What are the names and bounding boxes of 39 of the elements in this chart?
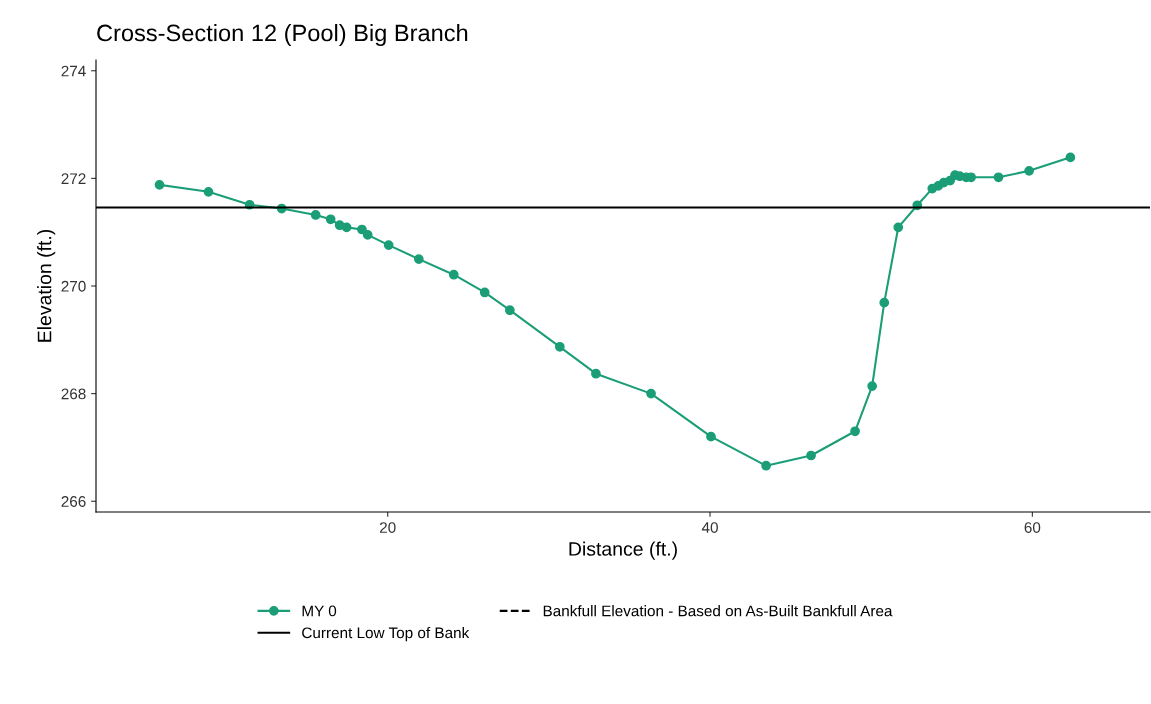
x-tick-label: 60 <box>1024 522 1041 533</box>
point <box>341 222 352 233</box>
chart-title: Cross-Section 12 (Pool) Big Branch <box>97 24 468 46</box>
point <box>383 240 394 250</box>
point <box>850 426 860 437</box>
point <box>867 381 878 391</box>
y-axis-title: Elevation (ft.) <box>37 229 56 342</box>
point <box>325 214 336 225</box>
point <box>646 388 656 399</box>
y-tick-label: 274 <box>61 65 86 77</box>
point <box>505 305 515 316</box>
point <box>591 368 601 379</box>
point <box>154 179 165 190</box>
point <box>706 431 716 442</box>
point <box>1024 165 1034 176</box>
point <box>879 297 890 308</box>
point <box>554 341 565 352</box>
point <box>362 230 373 240</box>
point <box>479 287 490 298</box>
point <box>357 224 367 235</box>
x-tick-label: 20 <box>379 522 396 533</box>
x-tick-label: 40 <box>701 522 718 533</box>
legend-label: Bankfull Elevation - Based on As-Built Bankfull Area <box>543 605 893 617</box>
point <box>993 172 1004 183</box>
point <box>310 210 321 220</box>
legend-label: Current Low Top of Bank <box>302 626 470 642</box>
point <box>1065 152 1076 163</box>
point <box>413 254 424 264</box>
y-tick-label: 272 <box>61 173 86 184</box>
point <box>203 186 214 197</box>
point <box>893 222 904 233</box>
x-axis-title: Distance (ft.) <box>569 541 677 560</box>
legend-label: MY 0 <box>302 605 337 617</box>
y-tick-label: 268 <box>61 388 86 400</box>
point <box>806 450 816 461</box>
y-tick-label: 266 <box>61 496 86 507</box>
point <box>761 460 771 471</box>
y-tick-label: 270 <box>61 280 86 292</box>
point <box>448 269 459 280</box>
